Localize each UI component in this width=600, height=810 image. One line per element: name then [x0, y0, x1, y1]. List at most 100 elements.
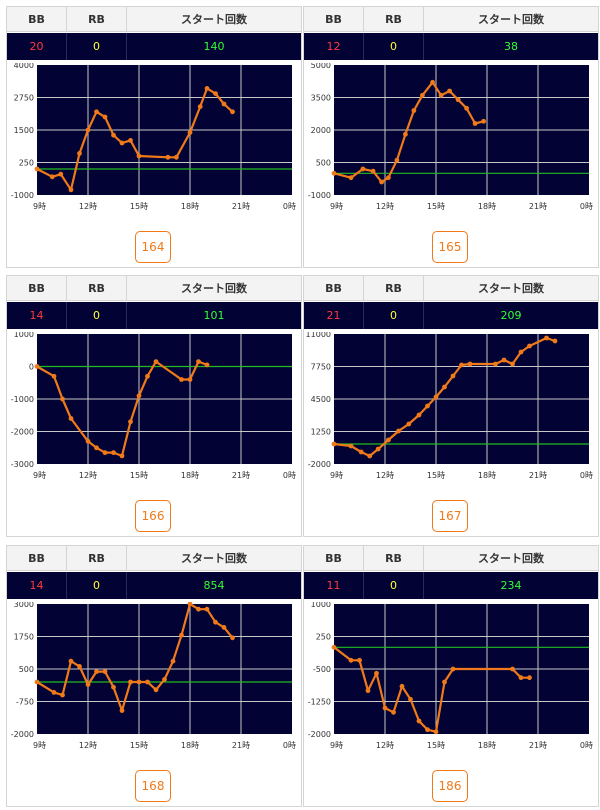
bb-value: 12 — [304, 33, 364, 60]
data-point — [102, 450, 108, 456]
y-tick-label: 5000 — [311, 63, 331, 70]
data-point — [442, 679, 447, 685]
value-row: 20 0 140 — [7, 33, 301, 60]
data-point — [230, 635, 235, 641]
bb-header: BB — [304, 546, 364, 570]
data-point — [196, 606, 201, 612]
rb-header: RB — [67, 7, 127, 31]
data-point — [111, 450, 116, 456]
data-point — [187, 130, 193, 135]
data-point — [68, 416, 74, 421]
value-row: 14 0 854 — [7, 572, 301, 599]
y-tick-label: 0 — [29, 363, 34, 372]
data-point — [77, 151, 82, 156]
machine-number-button[interactable]: 186 — [432, 770, 468, 802]
machine-card-165: BB RB スタート回数 12 0 38 5000 3500 2000 500 -100… — [303, 6, 599, 268]
data-point — [386, 175, 391, 181]
machine-number-button[interactable]: 165 — [432, 231, 468, 263]
machine-card-168: BB RB スタート回数 14 0 854 3000 1750 500 -750 -20… — [6, 545, 302, 807]
y-tick-label: -2000 — [308, 730, 331, 739]
rb-header: RB — [364, 276, 424, 300]
data-point — [68, 658, 74, 664]
data-point — [204, 86, 210, 91]
data-point — [94, 109, 99, 115]
x-tick-label: 21時 — [232, 202, 250, 211]
data-point — [213, 619, 218, 625]
machine-number-button[interactable]: 168 — [135, 770, 171, 802]
data-point — [94, 669, 99, 674]
rb-header: RB — [67, 546, 127, 570]
data-point — [170, 658, 176, 664]
y-tick-label: 250 — [316, 633, 331, 642]
series-line — [333, 336, 556, 458]
y-tick-label: -1250 — [308, 698, 331, 707]
data-point — [391, 709, 396, 715]
y-tick-label: 250 — [19, 159, 34, 168]
data-point — [394, 157, 400, 163]
machine-number-button[interactable]: 167 — [432, 500, 468, 532]
data-point — [136, 153, 142, 159]
slump-chart: 1000 0 -1000 -2000 -3000 9時 12時 15時 18時 21時 0時 — [11, 332, 296, 480]
data-point — [367, 453, 373, 459]
y-tick-label: 1750 — [14, 633, 34, 642]
data-point — [102, 114, 108, 120]
data-point — [49, 174, 55, 180]
data-point — [450, 666, 456, 672]
machine-card-186: BB RB スタート回数 11 0 234 1000 250 -500 -1250 -2… — [303, 545, 599, 807]
x-tick-label: 18時 — [181, 202, 199, 211]
slump-chart: 11000 7750 4500 1250 -2000 9時 12時 15時 18時 21時 0時 — [306, 332, 593, 480]
data-point — [406, 421, 412, 427]
y-tick-label: -2000 — [308, 460, 331, 469]
series-line — [36, 87, 234, 191]
y-tick-label: -3000 — [11, 460, 34, 469]
machine-card-166: BB RB スタート回数 14 0 101 1000 0 -1000 -2000 -30… — [6, 275, 302, 537]
start-header: スタート回数 — [181, 13, 247, 26]
x-tick-label: 0時 — [580, 741, 593, 750]
bb-header: BB — [7, 7, 67, 31]
data-point — [464, 105, 469, 111]
data-point — [493, 361, 498, 367]
y-tick-label: -1000 — [11, 395, 34, 404]
x-tick-label: 12時 — [376, 471, 394, 480]
x-tick-label: 0時 — [283, 741, 296, 750]
y-tick-label: 2000 — [311, 126, 331, 135]
data-point — [94, 445, 99, 451]
header-row: BB RB スタート回数 — [304, 7, 598, 32]
start-value: 38 — [504, 40, 518, 53]
rb-value: 0 — [67, 572, 127, 599]
data-point — [438, 92, 444, 98]
machine-number-button[interactable]: 166 — [135, 500, 171, 532]
x-tick-label: 15時 — [130, 741, 148, 750]
machine-card-167: BB RB スタート回数 21 0 209 11000 7750 4500 1250 -… — [303, 275, 599, 537]
rb-value: 0 — [67, 302, 127, 329]
data-point — [145, 373, 150, 379]
x-tick-label: 21時 — [529, 202, 547, 211]
start-header: スタート回数 — [478, 552, 544, 565]
data-point — [128, 679, 133, 685]
y-tick-label: 1500 — [14, 126, 34, 135]
x-tick-label: 9時 — [33, 202, 46, 211]
data-point — [348, 443, 354, 449]
data-point — [425, 727, 430, 733]
machine-number-button[interactable]: 164 — [135, 231, 171, 263]
data-point — [501, 357, 507, 363]
data-point — [518, 675, 524, 681]
x-tick-label: 12時 — [79, 202, 97, 211]
data-point — [60, 692, 65, 698]
data-point — [442, 384, 447, 390]
x-tick-label: 21時 — [232, 471, 250, 480]
slump-chart: 5000 3500 2000 500 -1000 9時 12時 15時 18時 21時 0時 — [308, 63, 593, 211]
data-point — [213, 91, 218, 96]
data-point — [179, 632, 184, 638]
data-point — [204, 606, 210, 612]
slump-chart: 4000 2750 1500 250 -1000 9時 12時 15時 18時 21時 0時 — [11, 63, 296, 211]
data-point — [552, 338, 558, 344]
bb-header: BB — [7, 276, 67, 300]
rb-value: 0 — [364, 33, 424, 60]
bb-value: 14 — [7, 572, 67, 599]
x-tick-label: 18時 — [478, 741, 496, 750]
data-point — [34, 166, 40, 172]
x-tick-label: 9時 — [330, 202, 343, 211]
y-tick-label: -750 — [16, 698, 34, 707]
data-point — [370, 168, 376, 174]
